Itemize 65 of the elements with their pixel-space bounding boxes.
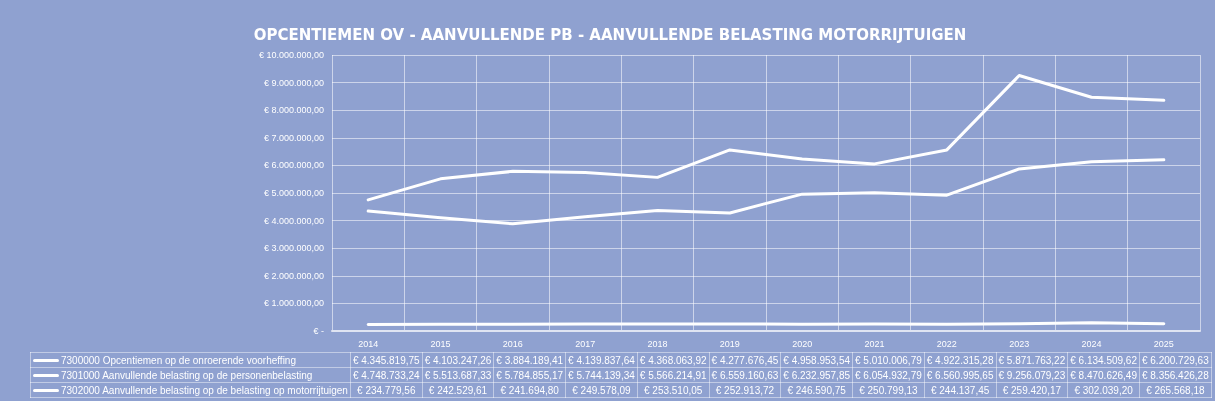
legend-label: 7300000 Opcentiemen op de onroerende voorheffing [30, 352, 351, 368]
data-label: € 242.529,61 [422, 382, 494, 398]
data-label: € 265.568,18 [1139, 382, 1212, 398]
data-label: € 259.420,17 [996, 382, 1068, 398]
data-label: € 6.560.995,65 [924, 367, 996, 383]
x-tick-label: 2021 [864, 338, 885, 349]
data-label: € 241.694,80 [493, 382, 566, 398]
chart-title: OPCENTIEMEN OV - AANVULLENDE PB - AANVULLENDE BELASTING MOTORRIJTUIGEN [253, 25, 967, 44]
line-series [366, 158, 1166, 226]
y-tick-label: € - [313, 326, 324, 336]
y-tick-label: € 9.000.000,00 [263, 77, 324, 88]
data-label: € 6.559.160,63 [709, 367, 781, 383]
data-label: € 5.566.214,91 [637, 367, 710, 383]
data-label: € 3.884.189,41 [493, 352, 566, 368]
y-tick-label: € 4.000.000,00 [263, 215, 324, 226]
x-tick-label: 2016 [502, 338, 523, 349]
x-tick-label: 2020 [792, 338, 813, 349]
data-label: € 244.137,45 [924, 382, 996, 398]
data-label: € 4.922.315,28 [924, 352, 996, 368]
x-tick-label: 2023 [1009, 338, 1030, 349]
data-label: € 4.139.837,64 [565, 352, 638, 368]
x-tick-label: 2025 [1153, 338, 1174, 349]
data-label: € 246.590,75 [780, 382, 853, 398]
data-label: € 4.103.247,26 [422, 352, 494, 368]
data-label: € 5.784.855,17 [493, 367, 566, 383]
data-label: € 249.578,09 [565, 382, 638, 398]
x-tick-label: 2015 [430, 338, 451, 349]
data-label: € 6.054.932,79 [852, 367, 925, 383]
data-label: € 4.748.733,24 [350, 367, 423, 383]
x-tick-label: 2014 [358, 338, 379, 349]
data-label: € 250.799,13 [852, 382, 925, 398]
data-label: € 6.200.729,63 [1139, 352, 1212, 368]
y-tick-label: € 10.000.000,00 [258, 50, 324, 60]
data-label: € 5.010.006,79 [852, 352, 925, 368]
data-label: € 234.779,56 [350, 382, 423, 398]
data-label: € 302.039,20 [1067, 382, 1140, 398]
x-tick-label: 2022 [936, 338, 957, 349]
data-label: € 4.277.676,45 [709, 352, 781, 368]
y-tick-label: € 6.000.000,00 [263, 160, 324, 171]
y-tick-label: € 7.000.000,00 [263, 132, 324, 143]
data-label: € 253.510,05 [637, 382, 710, 398]
data-label: € 5.513.687,33 [422, 367, 494, 383]
x-tick-label: 2019 [719, 338, 740, 349]
data-label: € 5.871.763,22 [996, 352, 1068, 368]
line-series [366, 74, 1166, 202]
data-label: € 5.744.139,34 [565, 367, 638, 383]
data-label: € 8.470.626,49 [1067, 367, 1140, 383]
legend-label: 7302000 Aanvullende belasting op de belasting op motorrijtuigen [30, 382, 351, 398]
data-label: € 4.958.953,54 [780, 352, 853, 368]
data-label: € 4.368.063,92 [637, 352, 710, 368]
data-label: € 6.134.509,62 [1067, 352, 1140, 368]
data-label: € 6.232.957,85 [780, 367, 853, 383]
data-label: € 4.345.819,75 [350, 352, 423, 368]
y-tick-label: € 8.000.000,00 [263, 105, 324, 116]
y-tick-label: € 2.000.000,00 [263, 270, 324, 281]
y-tick-label: € 1.000.000,00 [263, 298, 324, 309]
y-tick-label: € 3.000.000,00 [263, 243, 324, 254]
data-label: € 9.256.079,23 [996, 367, 1068, 383]
y-tick-label: € 5.000.000,00 [263, 188, 324, 198]
data-label: € 8.356.426,28 [1139, 367, 1212, 383]
data-label: € 252.913,72 [709, 382, 781, 398]
x-tick-label: 2017 [575, 338, 596, 349]
x-tick-label: 2018 [647, 338, 668, 349]
legend-label: 7301000 Aanvullende belasting op de personenbelasting [30, 367, 351, 383]
x-tick-label: 2024 [1081, 338, 1102, 349]
